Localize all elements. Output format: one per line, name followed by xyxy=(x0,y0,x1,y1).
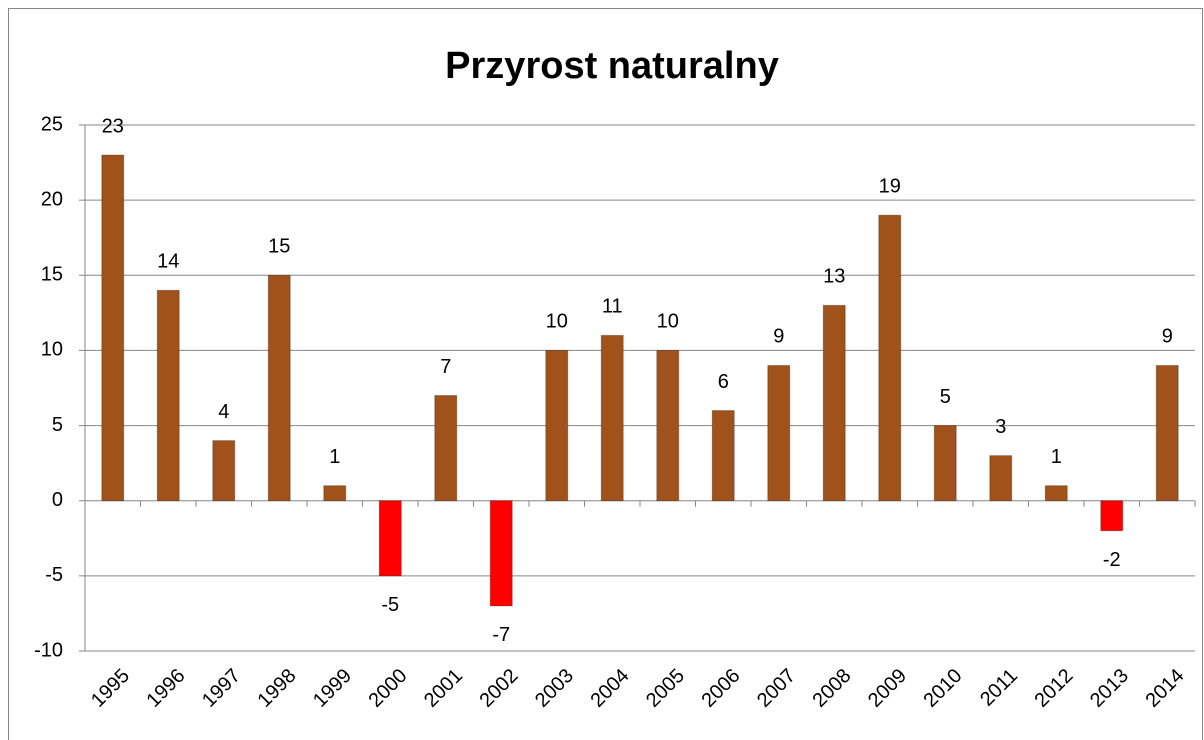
data-label: 15 xyxy=(268,236,290,258)
bar xyxy=(1044,485,1068,502)
bar xyxy=(989,455,1013,502)
bar xyxy=(212,440,236,502)
data-label: 6 xyxy=(718,371,729,393)
data-label: 1 xyxy=(1051,446,1062,468)
bar xyxy=(600,334,624,502)
y-tick-label: 25 xyxy=(41,113,63,135)
y-tick-label: 15 xyxy=(41,264,63,286)
data-label: 3 xyxy=(995,416,1006,438)
bar xyxy=(656,349,680,502)
bar xyxy=(711,410,735,502)
data-label: 9 xyxy=(1162,326,1173,348)
bar xyxy=(434,395,458,502)
data-label: -2 xyxy=(1103,549,1121,571)
data-label: 10 xyxy=(657,311,679,333)
bar xyxy=(933,425,957,502)
bar xyxy=(545,349,569,502)
data-label: 10 xyxy=(546,311,568,333)
bar xyxy=(267,274,291,502)
y-tick-label: 20 xyxy=(41,188,63,210)
data-label: 1 xyxy=(329,446,340,468)
chart-title: Przyrost naturalny xyxy=(445,45,779,87)
data-label: 4 xyxy=(218,401,229,423)
bar xyxy=(378,500,402,577)
y-tick-label: -10 xyxy=(34,639,63,661)
bar xyxy=(1100,500,1124,532)
bar xyxy=(156,289,180,502)
data-label: 23 xyxy=(102,115,124,137)
data-label: -5 xyxy=(381,594,399,616)
y-tick-label: 10 xyxy=(41,339,63,361)
y-tick-label: -5 xyxy=(45,564,63,586)
data-label: -7 xyxy=(492,624,510,646)
data-label: 11 xyxy=(602,296,623,318)
y-tick-label: 5 xyxy=(52,414,63,436)
data-label: 5 xyxy=(940,386,951,408)
bar xyxy=(878,214,902,502)
data-label: 9 xyxy=(773,326,784,348)
bar xyxy=(489,500,513,607)
bar xyxy=(767,364,791,502)
bar xyxy=(101,154,125,502)
bar xyxy=(822,304,846,502)
data-label: 7 xyxy=(440,356,451,378)
data-label: 19 xyxy=(879,175,901,197)
y-tick-label: 0 xyxy=(52,489,63,511)
data-label: 13 xyxy=(823,266,845,288)
bar xyxy=(1155,364,1179,502)
bar xyxy=(323,485,347,502)
data-label: 14 xyxy=(157,251,179,273)
